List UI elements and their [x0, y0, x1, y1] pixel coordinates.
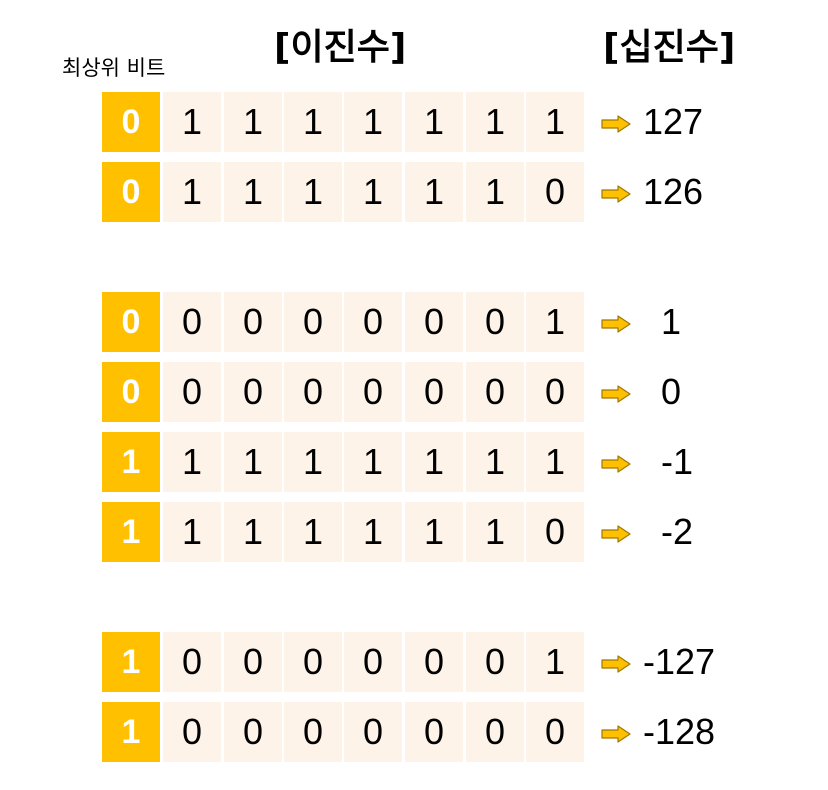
bit-cell: 1 — [284, 92, 342, 152]
bit-cell: 0 — [163, 292, 221, 352]
right-arrow-icon — [601, 655, 631, 673]
bit-cell: 0 — [526, 362, 584, 422]
bit-cell: 1 — [344, 432, 402, 492]
bit-cell: 0 — [163, 362, 221, 422]
bit-cell: 1 — [526, 92, 584, 152]
bit-cell: 0 — [163, 632, 221, 692]
bit-cell: 1 — [224, 502, 282, 562]
bit-cell: 0 — [224, 702, 282, 762]
bit-cell: 1 — [163, 92, 221, 152]
bit-cell: 1 — [163, 502, 221, 562]
bit-cell: 0 — [284, 292, 342, 352]
bit-cell: 1 — [163, 162, 221, 222]
msb-label: 최상위 비트 — [62, 56, 166, 80]
bit-cell: 1 — [466, 162, 524, 222]
right-arrow-icon — [601, 315, 631, 333]
bit-cell: 0 — [405, 292, 463, 352]
right-arrow-icon — [601, 525, 631, 543]
binary-header: [이진수] — [274, 27, 407, 68]
decimal-value: 126 — [643, 171, 704, 212]
bit-cell: 1 — [466, 92, 524, 152]
binary-row: 0 1 1 1 1 1 1 1 127 — [0, 92, 828, 152]
bit-cell: 1 — [344, 162, 402, 222]
decimal-value: -128 — [643, 711, 716, 752]
decimal-header: [십진수] — [603, 27, 736, 68]
bit-cell: 1 — [284, 432, 342, 492]
binary-row: 1 0 0 0 0 0 0 1 -127 — [0, 632, 828, 692]
bit-cell: 1 — [526, 292, 584, 352]
right-arrow-icon — [601, 455, 631, 473]
decimal-value: -2 — [661, 511, 694, 552]
msb-bit-cell: 1 — [102, 432, 160, 492]
bit-cell: 1 — [466, 432, 524, 492]
bit-cell: 0 — [344, 702, 402, 762]
msb-bit-cell: 0 — [102, 292, 160, 352]
decimal-value: 127 — [643, 101, 704, 142]
bit-cell: 0 — [405, 632, 463, 692]
bit-cell: 0 — [163, 702, 221, 762]
right-arrow-icon — [601, 185, 631, 203]
msb-bit-cell: 0 — [102, 362, 160, 422]
msb-bit-cell: 1 — [102, 632, 160, 692]
bit-cell: 0 — [466, 362, 524, 422]
bit-cell: 1 — [405, 432, 463, 492]
bit-cell: 1 — [405, 502, 463, 562]
decimal-value: 1 — [661, 301, 682, 342]
bit-cell: 0 — [526, 702, 584, 762]
bit-cell: 0 — [224, 632, 282, 692]
decimal-value: 0 — [661, 371, 682, 412]
bit-cell: 0 — [224, 292, 282, 352]
bit-cell: 1 — [224, 162, 282, 222]
bit-cell: 1 — [344, 502, 402, 562]
bit-cell: 0 — [526, 162, 584, 222]
msb-bit-cell: 1 — [102, 502, 160, 562]
right-arrow-icon — [601, 385, 631, 403]
bit-cell: 0 — [405, 362, 463, 422]
bit-cell: 0 — [284, 702, 342, 762]
right-arrow-icon — [601, 725, 631, 743]
bit-cell: 1 — [224, 432, 282, 492]
bit-cell: 1 — [405, 162, 463, 222]
bit-cell: 1 — [163, 432, 221, 492]
right-arrow-icon — [601, 115, 631, 133]
bit-cell: 1 — [405, 92, 463, 152]
bit-cell: 0 — [344, 292, 402, 352]
bit-cell: 0 — [284, 362, 342, 422]
decimal-value: -127 — [643, 641, 716, 682]
bit-cell: 0 — [466, 702, 524, 762]
msb-bit-cell: 0 — [102, 92, 160, 152]
binary-row: 1 0 0 0 0 0 0 0 -128 — [0, 702, 828, 762]
bit-cell: 1 — [526, 432, 584, 492]
bit-cell: 0 — [344, 632, 402, 692]
bit-cell: 1 — [466, 502, 524, 562]
bit-cell: 0 — [224, 362, 282, 422]
bit-cell: 1 — [284, 502, 342, 562]
msb-bit-cell: 1 — [102, 702, 160, 762]
bit-cell: 0 — [466, 292, 524, 352]
bit-cell: 0 — [344, 362, 402, 422]
binary-row: 1 1 1 1 1 1 1 1 -1 — [0, 432, 828, 492]
bit-cell: 1 — [284, 162, 342, 222]
decimal-value: -1 — [661, 441, 694, 482]
bit-cell: 0 — [284, 632, 342, 692]
bit-cell: 1 — [344, 92, 402, 152]
bit-cell: 0 — [466, 632, 524, 692]
bit-cell: 0 — [405, 702, 463, 762]
binary-row: 0 1 1 1 1 1 1 0 126 — [0, 162, 828, 222]
msb-bit-cell: 0 — [102, 162, 160, 222]
bit-cell: 0 — [526, 502, 584, 562]
binary-row: 1 1 1 1 1 1 1 0 -2 — [0, 502, 828, 562]
bit-cell: 1 — [526, 632, 584, 692]
bit-cell: 1 — [224, 92, 282, 152]
